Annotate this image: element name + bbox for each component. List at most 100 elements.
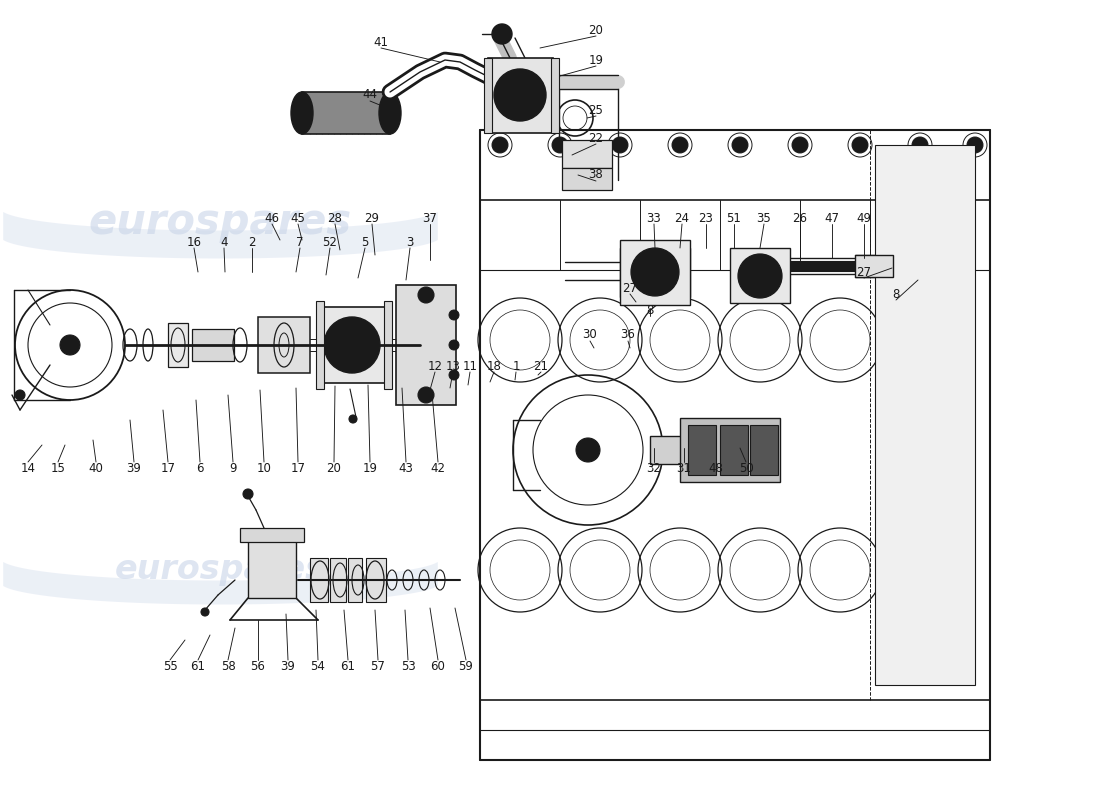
Text: 8: 8 <box>892 287 900 301</box>
Text: 17: 17 <box>161 462 176 474</box>
Circle shape <box>576 438 600 462</box>
Text: 45: 45 <box>290 211 306 225</box>
Ellipse shape <box>292 92 313 134</box>
Text: 43: 43 <box>398 462 414 474</box>
Text: 34: 34 <box>637 254 651 266</box>
Text: 20: 20 <box>327 462 341 474</box>
Bar <box>680 418 780 482</box>
Text: 56: 56 <box>251 659 265 673</box>
Bar <box>384 301 392 389</box>
Text: 32: 32 <box>647 462 661 474</box>
Bar <box>855 255 893 277</box>
Text: 51: 51 <box>727 211 741 225</box>
Text: 5: 5 <box>361 235 368 249</box>
Text: 52: 52 <box>322 235 338 249</box>
Bar <box>750 425 778 475</box>
Circle shape <box>852 137 868 153</box>
Text: 28: 28 <box>328 211 342 225</box>
Text: 40: 40 <box>89 462 103 474</box>
Text: 15: 15 <box>51 462 65 474</box>
Text: 14: 14 <box>21 462 35 474</box>
Circle shape <box>912 137 928 153</box>
Circle shape <box>324 317 380 373</box>
Text: 47: 47 <box>825 211 839 225</box>
Bar <box>874 145 975 685</box>
Bar <box>366 558 386 602</box>
Circle shape <box>792 137 808 153</box>
Text: 55: 55 <box>163 659 177 673</box>
Text: 2: 2 <box>249 235 255 249</box>
Text: 39: 39 <box>280 659 296 673</box>
Text: 27: 27 <box>857 266 871 278</box>
Text: 42: 42 <box>430 462 446 474</box>
Bar <box>348 558 362 602</box>
Text: 38: 38 <box>588 169 604 182</box>
Bar <box>302 92 390 134</box>
Text: 6: 6 <box>196 462 204 474</box>
Ellipse shape <box>379 92 401 134</box>
Text: 10: 10 <box>256 462 272 474</box>
Text: eurospares: eurospares <box>114 554 326 586</box>
Bar <box>488 58 553 133</box>
Bar <box>318 307 386 383</box>
Text: 50: 50 <box>738 462 754 474</box>
Circle shape <box>418 287 434 303</box>
Circle shape <box>492 24 512 44</box>
Bar <box>258 317 310 373</box>
Text: 58: 58 <box>221 659 235 673</box>
Bar <box>551 58 559 133</box>
Text: 54: 54 <box>310 659 326 673</box>
Circle shape <box>418 387 434 403</box>
Circle shape <box>201 608 209 616</box>
Circle shape <box>732 137 748 153</box>
Text: 27: 27 <box>623 282 638 294</box>
Text: 22: 22 <box>588 131 604 145</box>
Text: 39: 39 <box>126 462 142 474</box>
Text: 20: 20 <box>588 23 604 37</box>
Text: 41: 41 <box>374 35 388 49</box>
Text: 33: 33 <box>647 211 661 225</box>
Text: 13: 13 <box>446 359 461 373</box>
Text: 31: 31 <box>676 462 692 474</box>
Circle shape <box>672 137 688 153</box>
Text: 48: 48 <box>708 462 724 474</box>
Text: 61: 61 <box>341 659 355 673</box>
Circle shape <box>349 415 358 423</box>
Text: 1: 1 <box>513 359 519 373</box>
Bar <box>720 425 748 475</box>
Bar <box>310 558 328 602</box>
Text: 25: 25 <box>588 103 604 117</box>
Bar <box>688 425 716 475</box>
Text: 18: 18 <box>486 359 502 373</box>
Bar <box>620 240 690 305</box>
Text: 61: 61 <box>190 659 206 673</box>
Text: 60: 60 <box>430 659 446 673</box>
Text: 3: 3 <box>406 235 414 249</box>
Text: 21: 21 <box>534 359 549 373</box>
Circle shape <box>552 137 568 153</box>
Circle shape <box>967 137 983 153</box>
Text: 7: 7 <box>296 235 304 249</box>
Circle shape <box>60 335 80 355</box>
Text: 53: 53 <box>400 659 416 673</box>
Circle shape <box>449 370 459 380</box>
Text: 11: 11 <box>462 359 477 373</box>
Text: 23: 23 <box>698 211 714 225</box>
Text: 49: 49 <box>857 211 871 225</box>
Bar <box>330 558 346 602</box>
Bar <box>240 528 304 542</box>
Bar <box>650 436 770 464</box>
Text: 17: 17 <box>290 462 306 474</box>
Text: 46: 46 <box>264 211 279 225</box>
Bar <box>316 301 324 389</box>
Text: 36: 36 <box>620 329 636 342</box>
Text: 44: 44 <box>363 89 377 102</box>
Bar <box>192 329 234 361</box>
Text: 57: 57 <box>371 659 385 673</box>
Text: eurospares: eurospares <box>88 201 352 243</box>
Bar <box>562 140 612 168</box>
Circle shape <box>243 489 253 499</box>
Bar <box>396 285 456 405</box>
Circle shape <box>449 340 459 350</box>
Bar <box>168 323 188 367</box>
